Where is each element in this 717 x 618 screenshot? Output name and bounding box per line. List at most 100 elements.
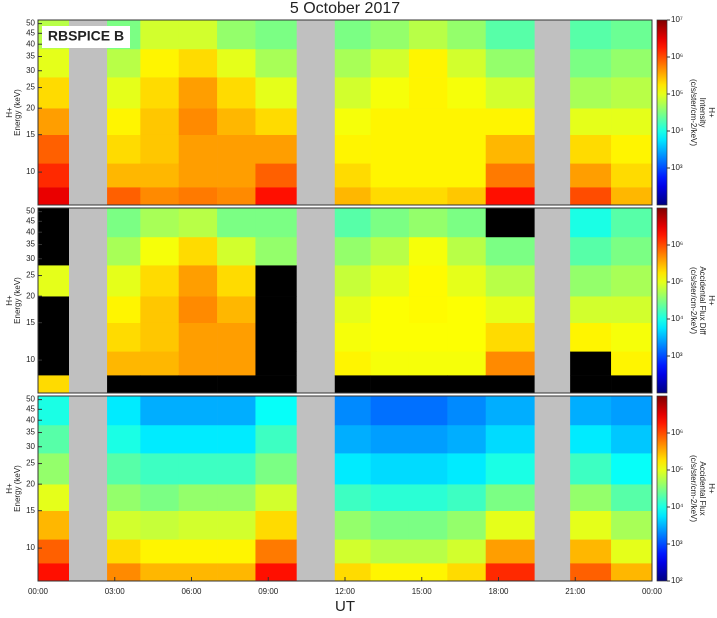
heat-cell (370, 134, 410, 164)
heat-cell (334, 563, 371, 582)
heat-cell (255, 77, 297, 109)
heat-cell (408, 296, 448, 323)
heat-cell (370, 20, 410, 50)
heat-cell (217, 510, 256, 540)
y-tick-label: 30 (26, 254, 35, 263)
y-tick-label: 30 (26, 442, 35, 451)
heat-cell (611, 453, 653, 485)
heat-cell (570, 187, 612, 206)
heat-cell (370, 484, 410, 511)
heat-cell (570, 108, 612, 135)
heat-cell (334, 322, 371, 352)
heat-cell (447, 163, 487, 188)
heat-cell (447, 484, 487, 511)
y-tick-label: 40 (26, 39, 35, 48)
heat-cell (178, 48, 218, 78)
heat-cell (217, 108, 256, 135)
heat-cell (255, 539, 297, 564)
heat-cell (370, 322, 410, 352)
y-tick-label: 35 (26, 240, 35, 249)
x-axis-label: UT (335, 598, 355, 615)
heat-cell (107, 163, 141, 188)
heat-cell (178, 351, 218, 376)
colorbar-label: (c/s/ster/cm-2/keV) (689, 79, 698, 146)
heat-cell (570, 396, 612, 426)
heat-cell (178, 265, 218, 297)
x-tick-label: 03:00 (105, 587, 126, 596)
heat-cell (447, 77, 487, 109)
heat-cell (447, 187, 487, 206)
y-tick-label: 20 (26, 479, 35, 488)
heat-cell (334, 539, 371, 564)
heat-cell (408, 187, 448, 206)
heat-cell (570, 20, 612, 50)
colorbar-tick-label: 10³ (671, 163, 683, 172)
x-tick-label: 09:00 (258, 587, 279, 596)
heat-cell (140, 424, 180, 454)
heat-cell (178, 484, 218, 511)
heat-cell (107, 396, 141, 426)
heat-cell (178, 375, 218, 394)
heat-cell (370, 187, 410, 206)
heat-cell (611, 375, 653, 394)
y-tick-label: 20 (26, 103, 35, 112)
heat-cell (370, 208, 410, 238)
colorbar (656, 19, 668, 206)
heat-cell (178, 236, 218, 266)
y-tick-label: 20 (26, 291, 35, 300)
heat-cell (370, 453, 410, 485)
heat-cell (334, 77, 371, 109)
y-tick-label: 25 (26, 459, 35, 468)
heat-cell (570, 539, 612, 564)
heat-cell (217, 163, 256, 188)
heat-cell (611, 163, 653, 188)
heat-cell (334, 375, 371, 394)
heat-cell (611, 48, 653, 78)
heat-cell (178, 20, 218, 50)
colorbar-tick-label: 10² (671, 576, 683, 585)
colorbar-label: H+ (707, 107, 716, 118)
heat-cell (485, 20, 535, 50)
colorbar-tick-label: 10⁵ (671, 465, 683, 474)
heat-cell (370, 77, 410, 109)
heat-cell (408, 539, 448, 564)
y-tick-label: 45 (26, 28, 35, 37)
heat-cell (570, 453, 612, 485)
y-tick-label: 15 (26, 506, 35, 515)
heat-cell (140, 396, 180, 426)
x-tick-label: 18:00 (488, 587, 509, 596)
chart-title: 5 October 2017 (290, 0, 400, 17)
heat-cell (255, 163, 297, 188)
colorbar-tick-label: 10⁴ (671, 502, 684, 511)
colorbar-label: H+ (707, 483, 716, 494)
heat-cell (38, 375, 69, 394)
heat-cell (611, 351, 653, 376)
y-tick-label: 30 (26, 66, 35, 75)
heat-cell (570, 375, 612, 394)
heat-cell (140, 563, 180, 582)
heat-cell (485, 396, 535, 426)
heat-cell (370, 265, 410, 297)
heat-cell (611, 563, 653, 582)
colorbar-tick-label: 10⁶ (671, 52, 683, 61)
heat-cell (447, 539, 487, 564)
heat-cell (255, 396, 297, 426)
heat-cell (178, 453, 218, 485)
heat-cell (447, 510, 487, 540)
plot-frame (37, 207, 653, 394)
heat-cell (570, 134, 612, 164)
heat-cell (370, 108, 410, 135)
y-tick-label: 50 (26, 395, 35, 404)
heat-cell (107, 322, 141, 352)
heat-cell (217, 77, 256, 109)
heat-cell (140, 187, 180, 206)
heat-cell (107, 375, 141, 394)
heat-cell (140, 510, 180, 540)
heat-cell (485, 375, 535, 394)
colorbar-tick-label: 10⁵ (671, 89, 683, 98)
heat-cell (408, 48, 448, 78)
heat-cell (408, 563, 448, 582)
x-tick-label: 15:00 (412, 587, 433, 596)
y-tick-label: 15 (26, 130, 35, 139)
y-tick-label: 40 (26, 227, 35, 236)
